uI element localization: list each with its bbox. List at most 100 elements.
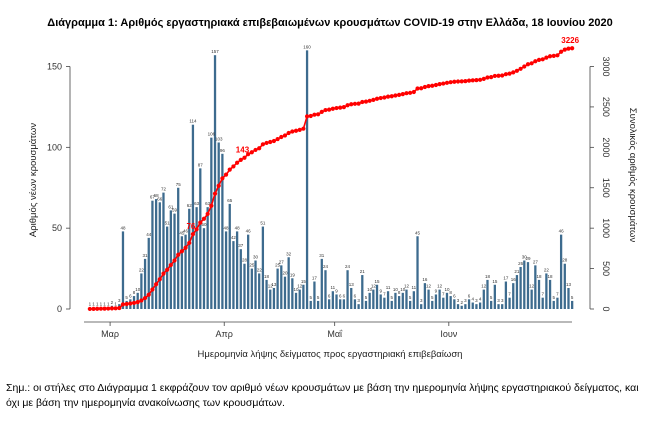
cumulative-point (452, 79, 457, 84)
bar (154, 199, 158, 309)
bar-value-label: 51 (165, 221, 171, 226)
cumulative-point (120, 302, 126, 307)
bar-value-label: 87 (198, 162, 204, 167)
bar (206, 207, 209, 309)
cumulative-point (304, 114, 310, 119)
cumulative-point (253, 147, 258, 153)
cumulative-point (500, 73, 505, 78)
bar (232, 241, 235, 309)
cumulative-point (150, 287, 155, 292)
bar (559, 234, 563, 309)
bar-value-label: 15 (301, 279, 307, 284)
bar (254, 260, 257, 309)
bar-value-label: 6 (343, 293, 346, 298)
bar-value-label: 6 (129, 293, 132, 298)
bar (331, 291, 334, 309)
bar (217, 142, 220, 309)
bar-value-label: 46 (183, 229, 189, 234)
bar (147, 237, 150, 309)
cumulative-point (422, 84, 427, 90)
bar (556, 297, 559, 309)
bar (316, 300, 320, 309)
bar (475, 304, 478, 309)
cumulative-point (286, 130, 291, 136)
bar (504, 281, 508, 309)
cumulative-point (205, 211, 210, 217)
bar (537, 279, 541, 309)
cumulative-point (555, 53, 560, 58)
cumulative-point (290, 129, 295, 134)
cumulative-point (419, 86, 424, 91)
bar-value-label: 22 (544, 267, 550, 272)
cumulative-point (389, 94, 394, 99)
bar-value-label: 22 (139, 267, 145, 272)
bar (541, 297, 544, 309)
cumulative-point (91, 306, 96, 311)
bar (221, 153, 224, 309)
footnote: Σημ.: οι στήλες στο Διάγραμμα 1 εκφράζου… (6, 382, 639, 409)
cumulative-point (257, 146, 262, 151)
bar (567, 287, 570, 309)
cumulative-point (260, 142, 265, 147)
bar-value-label: 7 (442, 292, 445, 297)
cumulative-point (430, 83, 435, 88)
cumulative-point (275, 136, 280, 142)
bar (195, 207, 198, 309)
bar-value-label: 7 (508, 292, 511, 297)
bar-value-label: 61 (168, 204, 174, 209)
bar-value-label: 48 (224, 225, 230, 230)
bar-value-label: 8 (398, 290, 401, 295)
bar-value-label: 27 (279, 259, 285, 264)
cumulative-point (463, 79, 468, 84)
bar (121, 231, 125, 309)
y-tick-label-left: 100 (47, 142, 62, 152)
x-tick-label: Απρ (216, 329, 233, 339)
cumulative-point (404, 91, 409, 96)
bar (526, 262, 530, 309)
cumulative-point (176, 252, 181, 257)
bar-value-label: 30 (253, 255, 259, 260)
y-tick-label-right: 3000 (601, 56, 611, 76)
bar-value-label: 106 (208, 132, 216, 137)
bar-value-label: 19 (290, 272, 296, 277)
bar-value-label: 50 (201, 222, 207, 227)
bar-value-label: 12 (371, 284, 377, 289)
y-tick-label-right: 2500 (601, 97, 611, 117)
bar (548, 279, 552, 309)
bar (228, 203, 231, 309)
cumulative-point (441, 81, 446, 86)
bar (265, 279, 268, 309)
bar-value-label: 4 (479, 297, 482, 302)
bar (493, 284, 496, 309)
cumulative-point (437, 82, 442, 87)
bar (199, 168, 202, 309)
bar (434, 294, 438, 309)
bar-value-label: 6 (354, 293, 357, 298)
bar-value-label: 11 (386, 285, 391, 290)
bar-value-label: 21 (360, 269, 366, 274)
bar (501, 304, 504, 309)
cumulative-point (518, 66, 523, 71)
bar (416, 236, 419, 309)
bar-value-label: 17 (503, 276, 509, 281)
bar (364, 300, 368, 309)
cumulative-point (198, 220, 203, 225)
cumulative-point (201, 216, 207, 221)
bar-value-label: 5 (571, 295, 574, 300)
bar (151, 200, 154, 309)
bar-value-label: 5 (431, 295, 434, 300)
cumulative-point (349, 102, 354, 107)
cumulative-point (444, 80, 450, 85)
x-tick-label: Μαρ (101, 329, 119, 339)
bar (339, 299, 342, 309)
cumulative-point (455, 79, 461, 84)
chart: Διάγραμμα 1: Αριθμός εργαστηριακά επιβεβ… (28, 17, 638, 360)
bar (401, 292, 404, 309)
bar-value-label: 26 (518, 261, 524, 266)
bar-value-label: 63 (205, 201, 211, 206)
bar-value-label: 31 (143, 253, 149, 258)
bar (184, 234, 187, 309)
bar-value-label: 22 (257, 267, 263, 272)
bar (386, 291, 390, 309)
